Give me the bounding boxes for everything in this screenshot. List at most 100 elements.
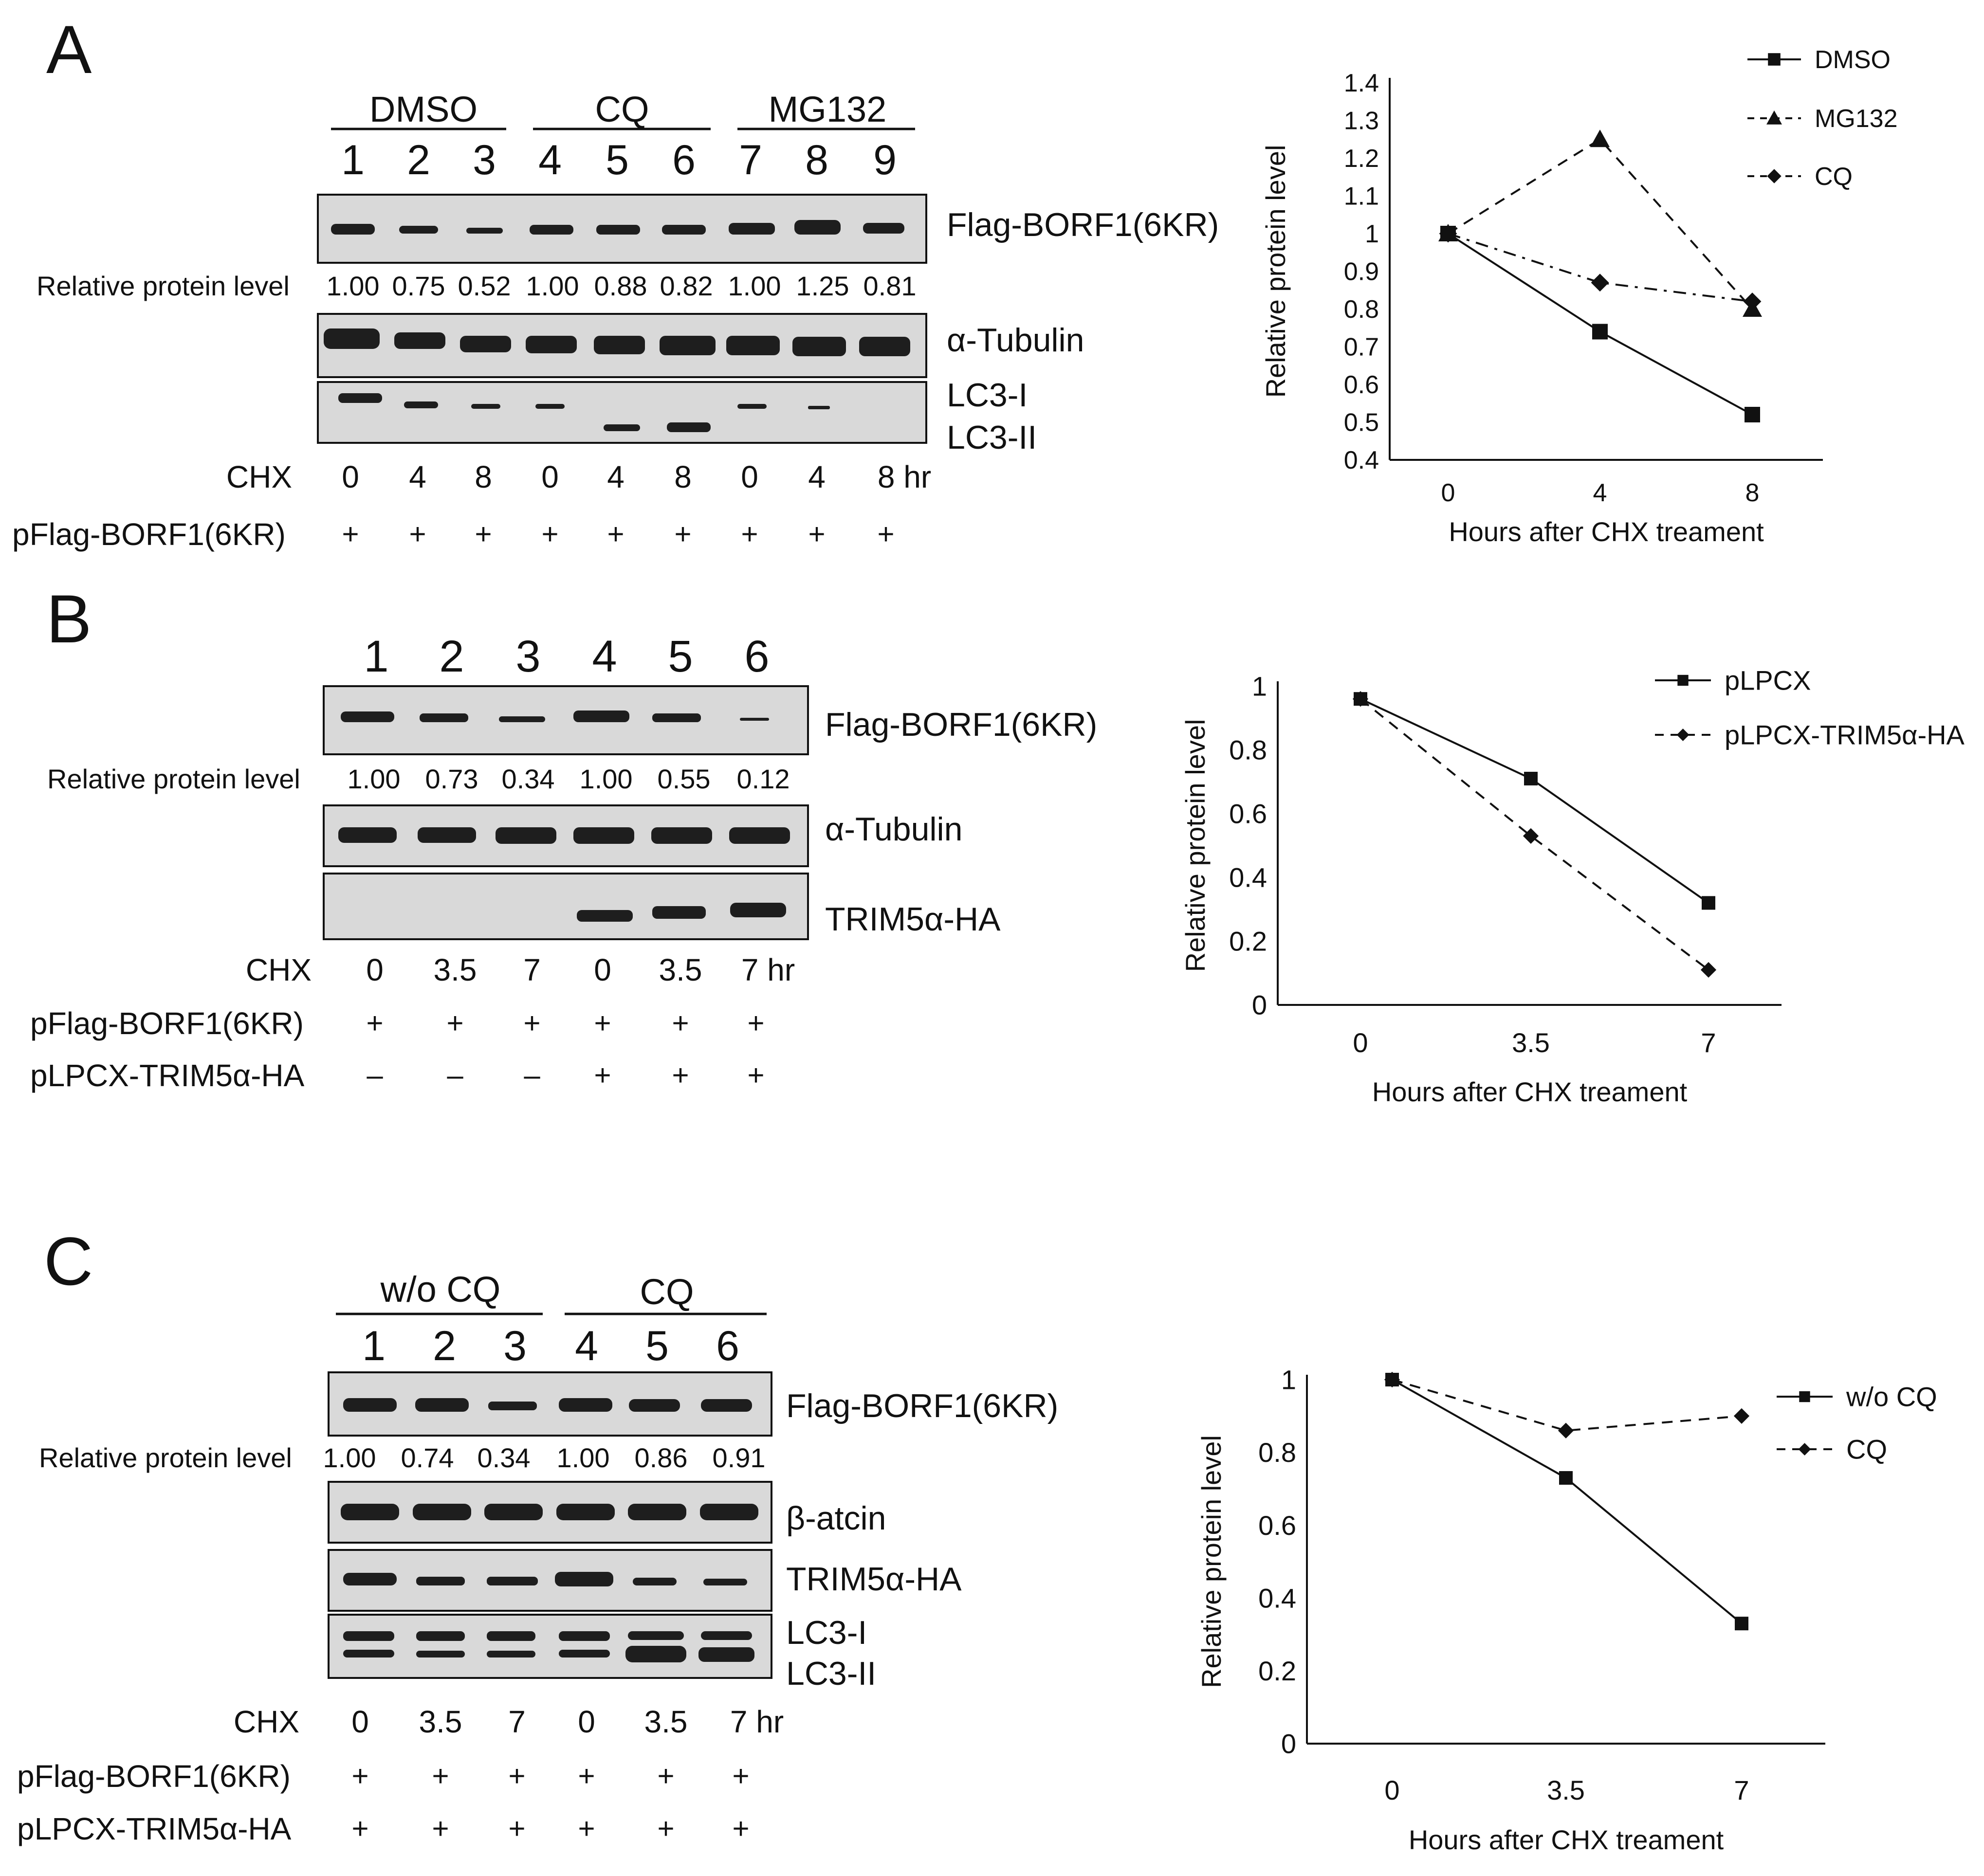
blot-label-trim5a-ha: TRIM5α-HA — [786, 1561, 962, 1598]
lane-number: 6 — [744, 632, 769, 681]
relative-value: 1.00 — [348, 764, 401, 794]
y-tick-label: 1.3 — [1344, 107, 1379, 135]
condition-label-pflag: pFlag-BORF1(6KR) — [30, 1006, 304, 1041]
pflag-value: + — [409, 518, 426, 550]
pflag-value: + — [366, 1007, 383, 1039]
lane-number: 4 — [538, 137, 562, 183]
pflag-value: + — [523, 1007, 540, 1039]
legend-marker — [1768, 53, 1781, 66]
data-point — [1523, 828, 1539, 844]
condition-label-chx: CHX — [234, 1704, 299, 1739]
data-point — [1558, 1422, 1574, 1439]
lane-number: 5 — [668, 632, 693, 681]
trim5a-value: + — [672, 1059, 689, 1092]
y-tick-label: 0.8 — [1258, 1437, 1296, 1468]
data-point — [1733, 1408, 1750, 1424]
trim5a-value: + — [508, 1812, 525, 1845]
legend-marker — [1676, 729, 1690, 741]
chx-value: 3.5 — [659, 952, 702, 987]
data-point — [1352, 691, 1369, 707]
pflag-value: + — [446, 1007, 463, 1039]
pflag-value: + — [808, 518, 825, 550]
chx-value: 0 — [342, 459, 359, 494]
panel-b: B 1 2 3 4 5 6 Flag-BORF1(6KR) Relative p… — [30, 581, 1097, 1093]
group-label-cq: CQ — [640, 1272, 694, 1312]
relative-value: 0.75 — [392, 271, 445, 301]
panel-a: A DMSO CQ MG132 1 2 3 4 5 6 7 8 9 — [12, 11, 1219, 552]
x-tick-label: 3.5 — [1547, 1775, 1585, 1805]
lane-number: 2 — [439, 632, 464, 681]
panel-c: C w/o CQ CQ 1 2 3 4 5 6 Flag-BORF1(6KR) … — [17, 1223, 1058, 1846]
trim5a-value: + — [432, 1812, 449, 1845]
data-point — [1735, 1617, 1748, 1631]
lane-number: 6 — [672, 137, 696, 183]
pflag-value: + — [747, 1007, 764, 1039]
group-label-mg132: MG132 — [769, 89, 887, 129]
chart-b: 0 0.2 0.4 0.6 0.8 1 0 3.5 7 Hours after CHX tream… — [1180, 665, 1965, 1107]
chart-c: 0 0.2 0.4 0.6 0.8 1 0 3.5 7 Hours after CHX tream… — [1196, 1365, 1937, 1855]
lane-number: 2 — [407, 137, 430, 183]
relative-level-label: Relative protein level — [39, 1442, 292, 1473]
legend-label: pLPCX — [1725, 665, 1811, 696]
pflag-value: + — [351, 1760, 368, 1792]
y-tick-label: 0.4 — [1258, 1583, 1296, 1613]
condition-label-chx: CHX — [226, 459, 292, 494]
relative-value: 0.74 — [401, 1442, 454, 1473]
y-tick-label: 1 — [1252, 671, 1267, 702]
bands-flag-borf1 — [331, 220, 904, 235]
condition-label-pflag: pFlag-BORF1(6KR) — [12, 517, 286, 552]
bands-alpha-tubulin — [338, 827, 790, 844]
y-axis-label: Relative protein level — [1196, 1435, 1227, 1688]
data-point — [1743, 292, 1762, 310]
y-tick-label: 0.8 — [1229, 735, 1267, 765]
trim5a-value: – — [524, 1059, 540, 1092]
legend-label: CQ — [1815, 163, 1853, 191]
blot-beta-actin — [328, 1481, 772, 1544]
relative-level-label: Relative protein level — [47, 764, 300, 794]
bands-flag-borf1 — [343, 1398, 752, 1412]
legend-marker — [1766, 110, 1782, 125]
y-tick-label: 0.7 — [1344, 333, 1379, 362]
x-axis-label: Hours after CHX treament — [1372, 1076, 1688, 1107]
blot-label-flag-borf1: Flag-BORF1(6KR) — [786, 1387, 1058, 1424]
pflag-value: + — [432, 1760, 449, 1792]
blot-label-flag-borf1: Flag-BORF1(6KR) — [947, 206, 1219, 243]
pflag-value: + — [594, 1007, 611, 1039]
data-point — [1591, 273, 1609, 292]
bands-lc3 — [338, 393, 830, 432]
data-point — [1559, 1471, 1573, 1485]
y-tick-label: 0 — [1281, 1729, 1296, 1759]
relative-value: 1.00 — [323, 1442, 376, 1473]
y-tick-label: 1 — [1281, 1365, 1296, 1395]
relative-value: 0.34 — [502, 764, 555, 794]
relative-value: 0.34 — [478, 1442, 531, 1473]
pflag-value: + — [674, 518, 691, 550]
relative-value: 1.00 — [557, 1442, 610, 1473]
pflag-value: + — [508, 1760, 525, 1792]
trim5a-value: + — [578, 1812, 595, 1845]
relative-value: 1.00 — [580, 764, 633, 794]
relative-value: 1.00 — [728, 271, 781, 301]
relative-value: 0.12 — [737, 764, 790, 794]
trim5a-value: + — [732, 1812, 749, 1845]
data-point — [1524, 771, 1538, 785]
relative-value: 1.00 — [327, 271, 380, 301]
pflag-value: + — [877, 518, 894, 550]
relative-value: 0.55 — [658, 764, 711, 794]
legend-label: w/o CQ — [1846, 1382, 1937, 1412]
chx-value: 4 — [808, 459, 826, 494]
chart-a: 0.4 0.5 0.6 0.7 0.8 0.9 1 1.1 1.2 1.3 1.4 0 4 8 Hours … — [1260, 46, 1898, 547]
trim5a-value: – — [447, 1059, 463, 1092]
relative-value: 0.52 — [458, 271, 511, 301]
data-point — [1700, 962, 1717, 978]
relative-level-label: Relative protein level — [37, 271, 290, 301]
legend-marker — [1798, 1443, 1811, 1456]
panel-letter-a: A — [46, 11, 92, 88]
condition-label-pflag: pFlag-BORF1(6KR) — [17, 1759, 291, 1794]
y-tick-label: 0.4 — [1229, 862, 1267, 893]
y-tick-label: 0.6 — [1229, 799, 1267, 829]
y-tick-label: 0.6 — [1344, 371, 1379, 399]
lane-number: 3 — [473, 137, 496, 183]
relative-value: 1.25 — [796, 271, 849, 301]
pflag-value: + — [475, 518, 492, 550]
